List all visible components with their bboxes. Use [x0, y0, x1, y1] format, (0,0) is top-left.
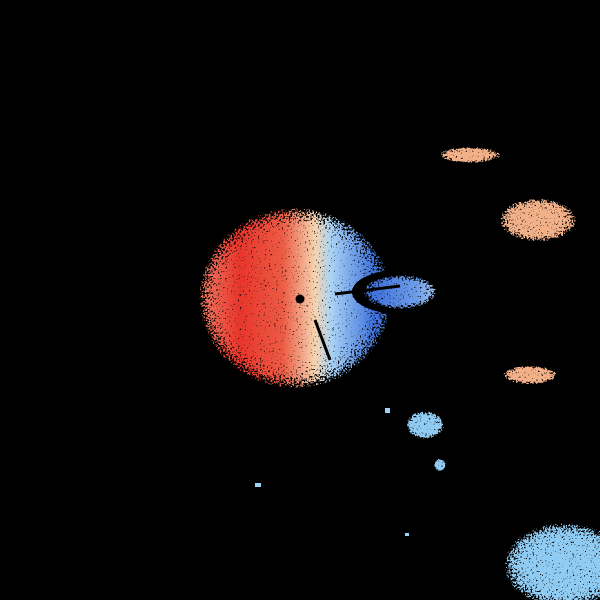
- echo-speck: [405, 533, 409, 536]
- outbound-echoes: [380, 130, 600, 400]
- inbound-echoes: [380, 390, 600, 600]
- echo-speck: [255, 483, 261, 487]
- radial-gap: [313, 319, 332, 361]
- radar-site: [295, 294, 305, 304]
- radial-gap: [334, 284, 401, 296]
- echo-speck: [385, 408, 390, 413]
